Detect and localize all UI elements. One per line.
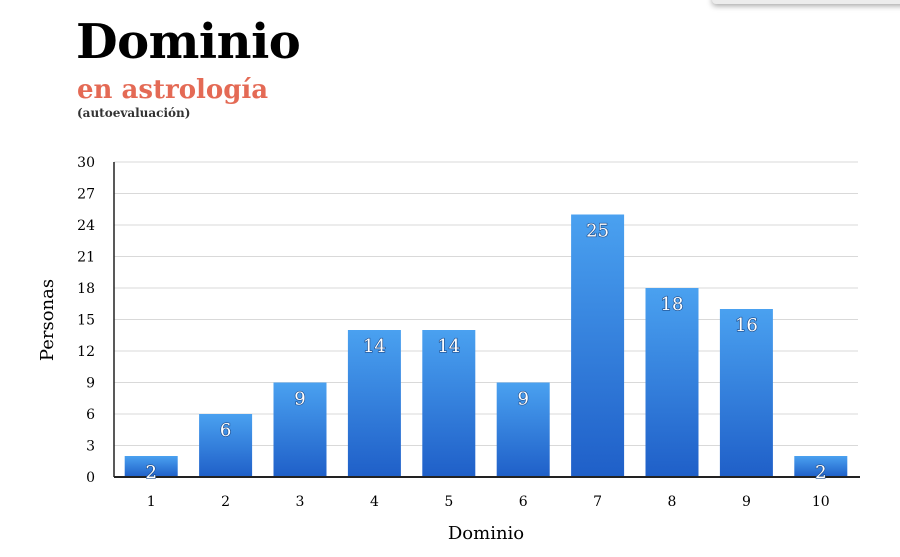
x-axis-title: Dominio [448,523,524,544]
bar [422,330,476,477]
bar-data-label: 9 [517,389,528,410]
labels: 0369121518212427302162931441459625718816… [77,155,830,510]
bar [794,456,848,477]
x-tick-label: 10 [812,494,830,510]
bar-data-label: 16 [735,315,758,336]
bar [719,309,773,477]
bar-data-label: 2 [145,462,156,483]
y-tick-label: 21 [77,250,95,266]
bars [124,214,848,477]
y-tick-label: 27 [77,187,95,203]
y-tick-label: 12 [77,344,95,360]
x-tick-label: 1 [147,494,156,510]
bar [347,330,401,477]
x-tick-label: 7 [593,494,602,510]
bar-data-label: 14 [363,336,386,357]
bar [496,382,550,477]
y-tick-label: 15 [77,313,95,329]
axes [113,162,860,478]
x-tick-label: 3 [296,494,305,510]
y-tick-label: 6 [86,407,95,423]
y-tick-label: 9 [86,376,95,392]
bar-data-label: 25 [586,221,609,242]
y-tick-label: 30 [77,155,95,171]
y-tick-label: 18 [77,281,95,297]
bar-data-label: 9 [294,389,305,410]
x-tick-label: 4 [370,494,379,510]
x-tick-label: 5 [444,494,453,510]
y-tick-label: 24 [77,218,95,234]
bar [199,414,253,477]
bar [645,288,699,477]
chart-title: Dominio [76,14,301,70]
chart-note: (autoevaluación) [77,106,191,120]
bar-data-label: 14 [437,336,460,357]
y-tick-label: 0 [86,470,95,486]
x-tick-label: 8 [668,494,677,510]
x-tick-label: 6 [519,494,528,510]
y-axis-title: Personas [37,279,58,361]
x-tick-label: 2 [221,494,230,510]
bar [124,456,178,477]
bar-data-label: 2 [815,462,826,483]
x-tick-label: 9 [742,494,751,510]
y-tick-label: 3 [86,439,95,455]
bar [273,382,327,477]
bar-data-label: 18 [661,294,684,315]
chart-subtitle: en astrología [77,75,269,105]
bar-data-label: 6 [220,420,231,441]
window-edge-shadow [712,0,900,4]
bar [571,214,625,477]
